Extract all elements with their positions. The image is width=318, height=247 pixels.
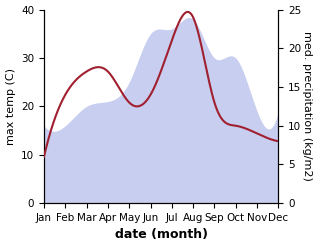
Y-axis label: max temp (C): max temp (C) xyxy=(5,68,16,145)
Y-axis label: med. precipitation (kg/m2): med. precipitation (kg/m2) xyxy=(302,31,313,181)
X-axis label: date (month): date (month) xyxy=(115,228,208,242)
